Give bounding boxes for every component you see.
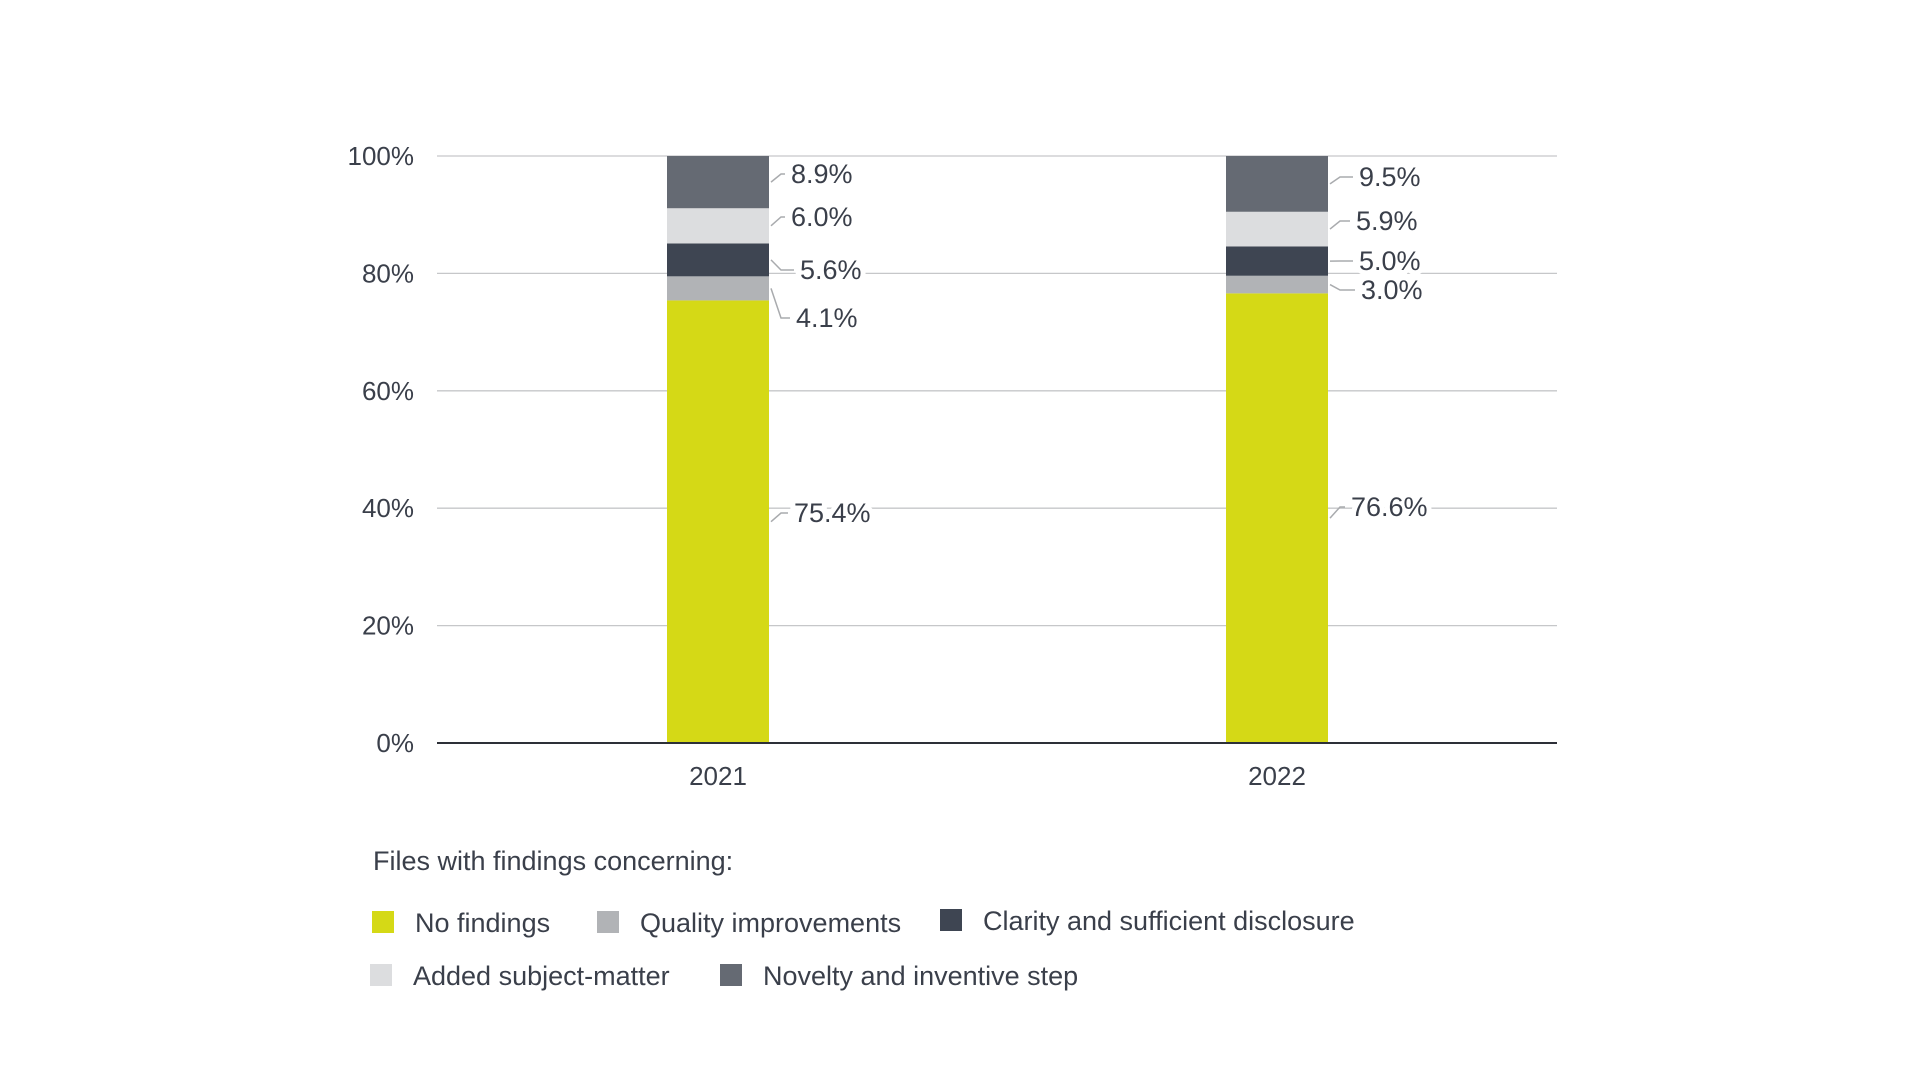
bar-segment [667,243,769,277]
data-label: 5.0% [1359,246,1421,276]
y-tick-label: 100% [348,141,415,171]
legend-label: Added subject-matter [413,961,670,991]
data-label: 6.0% [791,202,853,232]
x-tick-label: 2022 [1248,761,1306,791]
data-label: 5.9% [1356,206,1418,236]
data-label: 3.0% [1361,275,1423,305]
bar-segment [667,276,769,301]
data-label: 75.4% [794,498,871,528]
y-tick-label: 60% [362,376,414,406]
bar-segment [1226,275,1328,294]
data-label: 8.9% [791,159,853,189]
y-tick-label: 0% [376,728,414,758]
leader-line [1329,176,1353,185]
bar-segment [667,156,769,209]
legend-swatch [940,909,962,931]
leader-line [770,288,790,319]
leader-line [770,259,794,271]
bar-segment [1226,156,1328,212]
legend-title: Files with findings concerning: [373,846,733,876]
y-tick-label: 40% [362,493,414,523]
legend-label: Novelty and inventive step [763,961,1078,991]
data-label: 76.6% [1351,492,1428,522]
bar-segment [1226,246,1328,276]
x-tick-label: 2021 [689,761,747,791]
legend-label: Quality improvements [640,908,901,938]
legend-swatch [597,911,619,933]
legend-swatch [372,911,394,933]
bar-segment [1226,211,1328,247]
bar-segment [667,208,769,244]
legend-label: No findings [415,908,550,938]
leader-line [1329,220,1350,230]
legend-swatch [370,964,392,986]
leader-line [770,512,788,523]
bar-segment [667,300,769,743]
data-label: 9.5% [1359,162,1421,192]
legend-swatch [720,964,742,986]
y-tick-label: 80% [362,258,414,288]
bar-segment [1226,293,1328,743]
y-tick-label: 20% [362,611,414,641]
leader-line [1329,506,1345,519]
leader-line [1329,283,1355,291]
data-label: 5.6% [800,255,862,285]
leader-line [770,216,785,227]
legend-label: Clarity and sufficient disclosure [983,906,1355,936]
leader-line [770,173,785,183]
data-label: 4.1% [796,303,858,333]
